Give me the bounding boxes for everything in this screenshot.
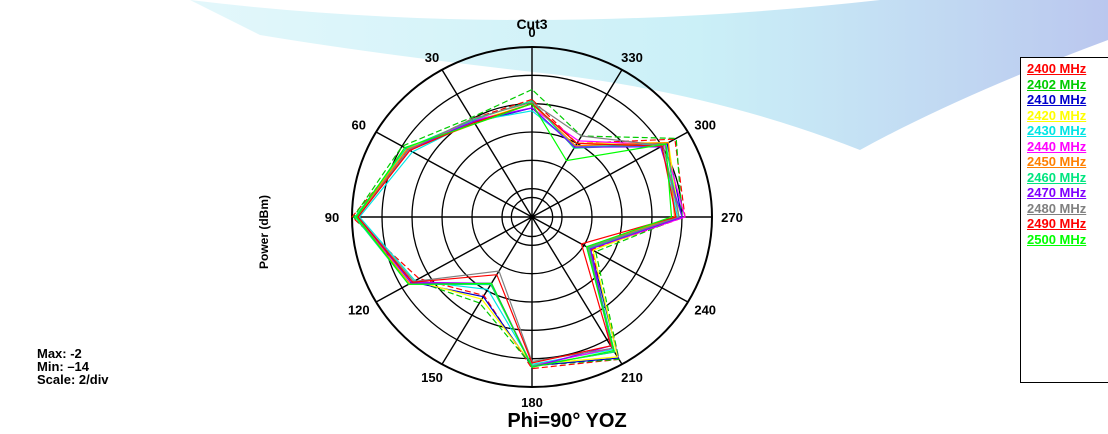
chart-subtitle: Phi=90° YOZ (507, 410, 626, 432)
angle-tick-label: 150 (421, 370, 443, 385)
legend-item: 2470 MHz (1027, 185, 1087, 200)
chart-title: Cut3 (516, 16, 547, 32)
grid-spoke (441, 216, 533, 365)
angle-tick-label: 30 (425, 50, 439, 65)
legend-item: 2430 MHz (1027, 123, 1087, 138)
stats-max: Max: -2 (37, 346, 82, 361)
angle-tick-label: 240 (694, 303, 716, 318)
angle-tick-label: 330 (621, 50, 643, 65)
legend-item: 2460 MHz (1027, 169, 1087, 185)
angle-tick-label: 0 (528, 25, 535, 40)
legend-item: 2500 MHz (1027, 231, 1087, 247)
angle-tick-label: 60 (352, 118, 366, 133)
series-line (357, 103, 677, 364)
legend: 2400 MHz 2402 MHz 2410 MHz 2420 MHz 2430 MHz… (1020, 57, 1108, 383)
grid-spoke (441, 69, 533, 218)
angle-tick-labels: 0 30 60 90 120 150 180 210 240 270 300 330 (325, 25, 743, 410)
legend-item: 2440 MHz (1027, 138, 1087, 154)
legend-item: 2450 MHz (1027, 154, 1087, 169)
angle-tick-label: 270 (721, 210, 743, 225)
polar-grid (351, 46, 713, 388)
legend-item: 2480 MHz (1027, 200, 1087, 216)
stats-min: Min: –14 (37, 359, 90, 374)
angle-tick-label: 210 (621, 370, 643, 385)
angle-tick-label: 300 (694, 118, 716, 133)
grid-spoke (375, 131, 533, 218)
watermark-swoosh (190, 0, 1108, 150)
grid-spoke (531, 216, 689, 303)
series-line (352, 88, 683, 367)
grid-spoke (375, 216, 533, 303)
stats-panel: Max: -2 Min: –14 Scale: 2/div (37, 347, 109, 386)
angle-tick-label: 180 (521, 395, 543, 410)
y-axis-label: Power (dBm) (257, 195, 271, 269)
legend-item: 2490 MHz (1027, 216, 1087, 231)
series-line (355, 103, 673, 368)
legend-item: 2400 MHz (1027, 61, 1087, 76)
legend-item: 2402 MHz (1027, 76, 1087, 92)
angle-tick-label: 90 (325, 210, 339, 225)
legend-list: 2400 MHz 2402 MHz 2410 MHz 2420 MHz 2430 MHz… (1027, 61, 1086, 247)
legend-item: 2410 MHz (1027, 92, 1087, 107)
series-lines (351, 88, 686, 370)
angle-tick-label: 120 (348, 303, 370, 318)
grid-spoke (531, 216, 623, 365)
legend-item: 2420 MHz (1027, 107, 1087, 123)
stats-scale: Scale: 2/div (37, 372, 109, 387)
